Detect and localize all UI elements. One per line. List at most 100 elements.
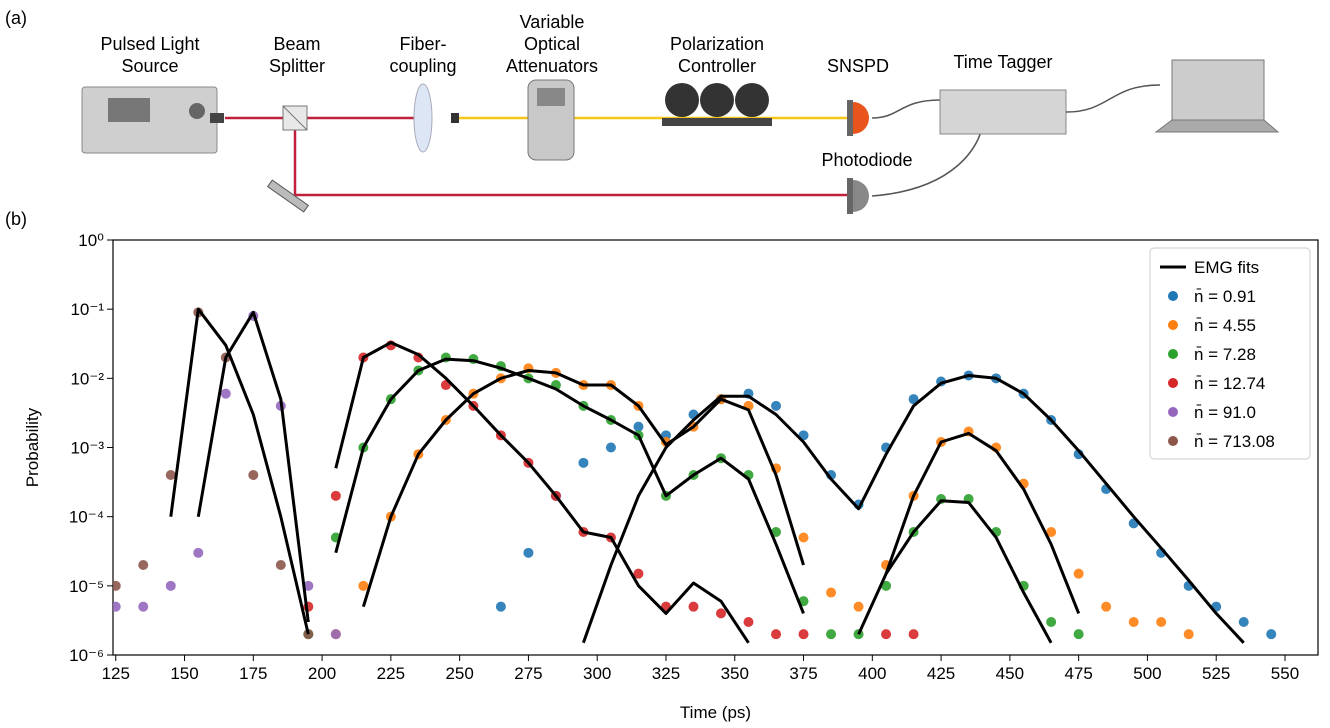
data-point	[605, 442, 616, 453]
data-point	[358, 580, 369, 591]
x-axis-label: Time (ps)	[680, 703, 751, 722]
lens	[413, 83, 433, 153]
x-tick-label: 225	[377, 664, 405, 683]
fit-line	[169, 307, 310, 635]
panel-label: (a)	[5, 8, 27, 28]
data-point	[1046, 527, 1057, 538]
x-tick-label: 125	[102, 664, 130, 683]
x-tick-label: 200	[308, 664, 336, 683]
cable	[871, 99, 941, 119]
data-point	[165, 580, 176, 591]
data-point	[138, 560, 149, 571]
data-point	[633, 421, 644, 432]
data-point	[523, 547, 534, 558]
node-label: Controller	[678, 56, 756, 76]
x-tick-label: 500	[1133, 664, 1161, 683]
x-tick-label: 325	[652, 664, 680, 683]
data-point	[165, 470, 176, 481]
data-point	[1156, 616, 1167, 627]
mirror	[266, 179, 310, 213]
data-point	[881, 580, 892, 591]
legend-swatch	[1168, 291, 1178, 301]
node-label: Attenuators	[506, 56, 598, 76]
legend-swatch	[1168, 349, 1178, 359]
paddle	[700, 83, 734, 117]
node-label: Optical	[524, 34, 580, 54]
data-point	[248, 470, 259, 481]
fit-line	[334, 341, 750, 644]
fit-line	[334, 357, 1053, 644]
data-point	[1046, 616, 1057, 627]
data-point	[1073, 568, 1084, 579]
data-point	[688, 601, 699, 612]
x-tick-label: 175	[239, 664, 267, 683]
x-tick-label: 400	[858, 664, 886, 683]
y-tick-label: 10⁻⁵	[69, 577, 104, 596]
cable	[1065, 84, 1161, 113]
y-tick-label: 10⁻³	[70, 439, 104, 458]
coupler	[451, 113, 459, 123]
node-label: Source	[121, 56, 178, 76]
legend-label: EMG fits	[1194, 258, 1259, 277]
data-point	[1238, 616, 1249, 627]
splitter-diag	[282, 105, 308, 131]
data-point	[771, 400, 782, 411]
attenuator-screen	[537, 88, 565, 106]
data-point	[578, 457, 589, 468]
data-point	[113, 580, 121, 591]
y-axis-label: Probability	[23, 407, 42, 487]
data-point	[771, 629, 782, 640]
data-point	[138, 601, 149, 612]
data-point	[1101, 601, 1112, 612]
x-tick-label: 275	[514, 664, 542, 683]
y-tick-label: 10⁻²	[70, 369, 104, 388]
time-tagger-icon	[939, 89, 1067, 135]
data-point	[1183, 629, 1194, 640]
paddle	[735, 83, 769, 117]
x-tick-label: 450	[996, 664, 1024, 683]
pc-base	[662, 118, 772, 126]
data-point	[1266, 629, 1277, 640]
data-point	[826, 629, 837, 640]
node-label: Polarization	[670, 34, 764, 54]
legend-label: n̄ = 4.55	[1194, 316, 1256, 335]
node-label: Variable	[520, 12, 585, 32]
legend-label: n̄ = 7.28	[1194, 345, 1256, 364]
plot-area	[113, 307, 1277, 644]
photodiode-icon	[853, 180, 869, 212]
data-point	[633, 568, 644, 579]
data-point	[275, 560, 286, 571]
y-tick-label: 10⁻¹	[70, 300, 104, 319]
pc-screen	[1171, 59, 1265, 121]
node-label: Time Tagger	[953, 52, 1052, 72]
node-label: SNSPD	[827, 56, 889, 76]
legend-label: n̄ = 91.0	[1194, 403, 1256, 422]
source-port	[210, 113, 224, 123]
data-point	[1073, 629, 1084, 640]
legend-label: n̄ = 0.91	[1194, 287, 1256, 306]
data-point	[330, 490, 341, 501]
panel-label: (b)	[5, 209, 27, 229]
x-tick-label: 300	[583, 664, 611, 683]
data-point	[826, 587, 837, 598]
x-tick-label: 375	[789, 664, 817, 683]
legend-label: n̄ = 713.08	[1194, 432, 1275, 451]
snspd-icon	[853, 102, 869, 134]
fit-line	[196, 310, 310, 623]
x-tick-label: 475	[1064, 664, 1092, 683]
data-point	[881, 629, 892, 640]
x-tick-label: 550	[1271, 664, 1299, 683]
node-label: coupling	[389, 56, 456, 76]
node-label: Beam	[273, 34, 320, 54]
data-point	[495, 601, 506, 612]
legend-swatch	[1168, 378, 1178, 388]
source-screen	[108, 98, 150, 122]
data-point	[330, 629, 341, 640]
data-point	[853, 601, 864, 612]
data-point	[908, 629, 919, 640]
node-label: Pulsed Light	[100, 34, 199, 54]
data-point	[193, 547, 204, 558]
legend-swatch	[1168, 436, 1178, 446]
diagram: (a) Pulsed Light Source Beam Splitter Fi…	[5, 8, 1280, 214]
data-point	[113, 601, 121, 612]
